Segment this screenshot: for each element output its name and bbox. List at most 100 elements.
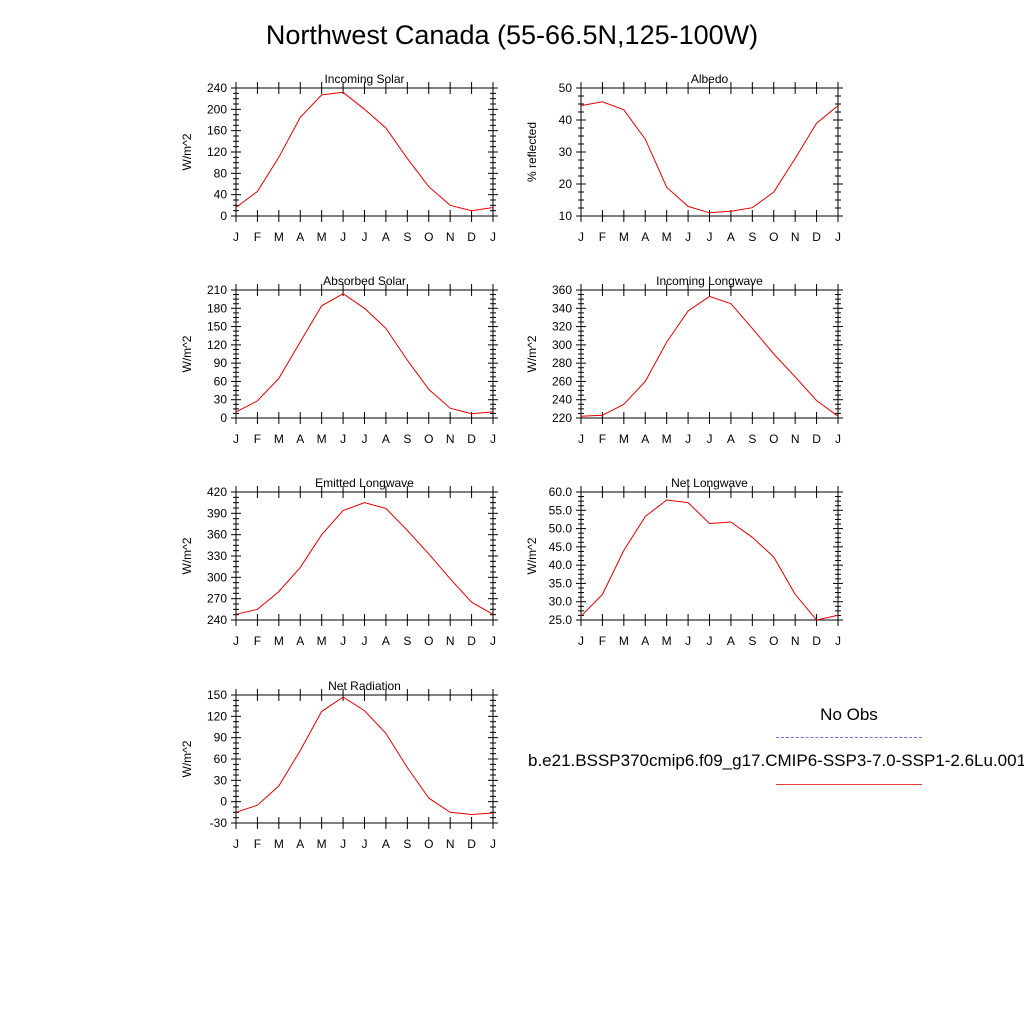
y-axis-label: W/m^2	[525, 537, 539, 574]
panel-title: Incoming Solar	[324, 72, 404, 86]
x-tick-label: J	[233, 634, 239, 648]
x-tick-label: D	[467, 634, 476, 648]
x-tick-label: A	[382, 230, 390, 244]
y-tick-label: 120	[207, 145, 227, 159]
x-tick-label: J	[707, 230, 713, 244]
plot-frame	[580, 289, 839, 419]
x-tick-label: F	[254, 230, 261, 244]
y-tick-label: 60.0	[549, 485, 573, 499]
x-tick-label: J	[835, 432, 841, 446]
x-tick-label: J	[490, 634, 496, 648]
x-tick-label: J	[685, 634, 691, 648]
y-axis-label: W/m^2	[180, 335, 194, 372]
y-tick-label: 150	[207, 688, 227, 702]
y-tick-label: 320	[552, 320, 572, 334]
x-tick-label: N	[446, 634, 455, 648]
x-tick-label: M	[619, 230, 629, 244]
x-tick-label: M	[317, 432, 327, 446]
y-tick-label: 45.0	[549, 540, 573, 554]
x-tick-label: J	[707, 432, 713, 446]
y-tick-label: 0	[220, 795, 227, 809]
x-tick-label: A	[296, 837, 304, 851]
x-tick-label: D	[467, 230, 476, 244]
y-tick-label: 300	[207, 570, 227, 584]
y-tick-label: 300	[552, 338, 572, 352]
x-tick-label: N	[791, 432, 800, 446]
y-tick-label: 30	[214, 393, 228, 407]
y-tick-label: 420	[207, 485, 227, 499]
x-tick-label: A	[296, 230, 304, 244]
x-tick-label: M	[317, 837, 327, 851]
y-tick-label: -30	[210, 816, 228, 830]
x-tick-label: O	[769, 432, 778, 446]
x-tick-label: A	[727, 634, 735, 648]
x-tick-label: D	[467, 837, 476, 851]
x-tick-label: J	[578, 634, 584, 648]
x-tick-label: M	[662, 230, 672, 244]
y-tick-label: 120	[207, 338, 227, 352]
x-tick-label: J	[685, 432, 691, 446]
x-tick-label: F	[599, 432, 606, 446]
panel-title: Absorbed Solar	[323, 274, 406, 288]
x-tick-label: J	[835, 230, 841, 244]
x-tick-label: A	[296, 432, 304, 446]
y-tick-label: 30	[559, 145, 573, 159]
x-tick-label: A	[296, 634, 304, 648]
x-tick-label: D	[812, 634, 821, 648]
panel-title: Albedo	[691, 72, 729, 86]
x-tick-label: M	[274, 230, 284, 244]
y-tick-label: 60	[214, 374, 228, 388]
plot-frame	[235, 694, 494, 824]
y-tick-label: 80	[214, 166, 228, 180]
y-tick-label: 150	[207, 320, 227, 334]
y-tick-label: 270	[207, 592, 227, 606]
y-tick-label: 30	[214, 773, 228, 787]
y-tick-label: 390	[207, 506, 227, 520]
plot-frame	[580, 491, 839, 621]
series-line-1	[235, 696, 494, 816]
y-tick-label: 60	[214, 752, 228, 766]
page-title: Northwest Canada (55-66.5N,125-100W)	[265, 20, 759, 50]
y-tick-label: 30.0	[549, 595, 573, 609]
x-tick-label: J	[578, 230, 584, 244]
x-tick-label: J	[362, 634, 368, 648]
y-tick-label: 50	[559, 81, 573, 95]
y-axis-label: W/m^2	[180, 133, 194, 170]
x-tick-label: N	[446, 837, 455, 851]
y-tick-label: 25.0	[549, 613, 573, 627]
y-tick-label: 120	[207, 709, 227, 723]
x-tick-label: O	[424, 230, 433, 244]
panel-title: Emitted Longwave	[315, 476, 414, 490]
y-axis-label: % reflected	[525, 122, 539, 182]
x-tick-label: F	[254, 634, 261, 648]
series-line-1	[235, 91, 494, 212]
x-tick-label: J	[340, 230, 346, 244]
y-tick-label: 330	[207, 549, 227, 563]
panel-title: Net Radiation	[328, 679, 401, 693]
y-tick-label: 260	[552, 374, 572, 388]
y-tick-label: 220	[552, 411, 572, 425]
legend-obs-label: No Obs	[820, 705, 878, 724]
x-tick-label: A	[641, 230, 649, 244]
x-tick-label: N	[446, 230, 455, 244]
plot-frame	[235, 289, 494, 419]
x-tick-label: F	[254, 837, 261, 851]
x-tick-label: O	[424, 634, 433, 648]
x-tick-label: M	[317, 634, 327, 648]
x-tick-label: S	[748, 432, 756, 446]
x-tick-label: J	[340, 432, 346, 446]
y-tick-label: 90	[214, 356, 228, 370]
y-axis-label: W/m^2	[525, 335, 539, 372]
x-tick-label: S	[403, 230, 411, 244]
x-tick-label: O	[769, 634, 778, 648]
x-tick-label: J	[685, 230, 691, 244]
y-axis-label: W/m^2	[180, 537, 194, 574]
x-tick-label: M	[317, 230, 327, 244]
y-tick-label: 40	[214, 188, 228, 202]
y-tick-label: 360	[552, 283, 572, 297]
series-line-1	[235, 293, 494, 415]
y-tick-label: 240	[552, 393, 572, 407]
